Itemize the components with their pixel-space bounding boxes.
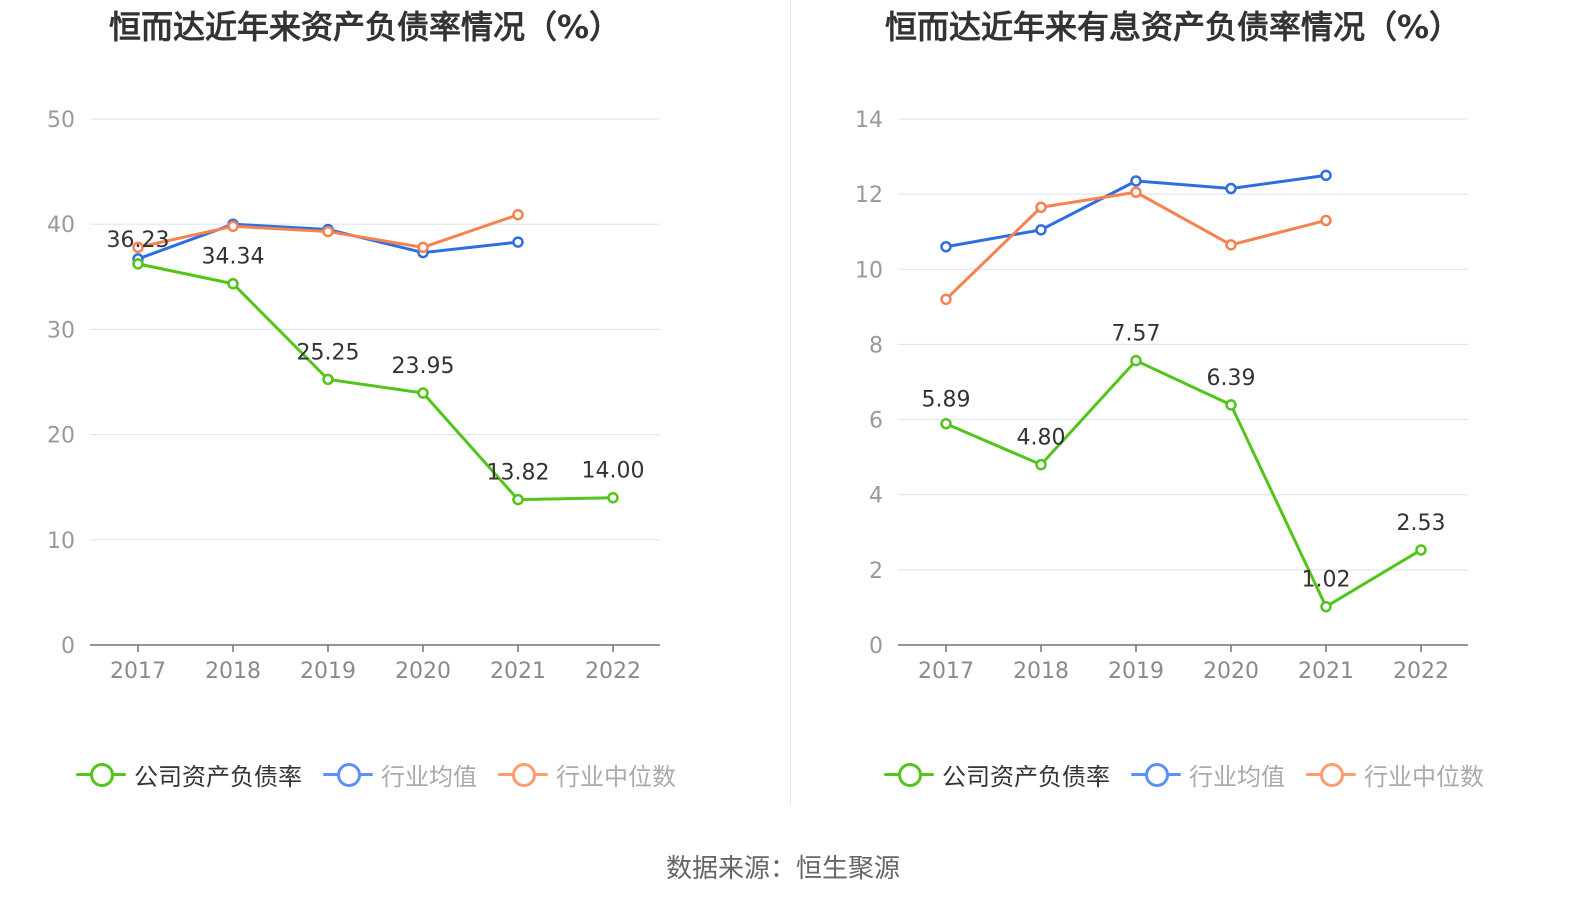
chart-panel-asset-liability: 恒而达近年来资产负债率情况（%） 0 10 20 30 40 50 2017 2018 2019…	[0, 0, 790, 810]
series-line	[944, 190, 1327, 301]
legend-label: 公司资产负债率	[134, 762, 302, 791]
legend-marker-icon	[323, 756, 373, 792]
y-tick-label: 50	[47, 108, 75, 133]
legend-marker-icon	[1131, 756, 1181, 792]
data-point	[1130, 354, 1142, 367]
x-tick-label: 2018	[1013, 659, 1069, 684]
y-tick-label: 10	[47, 529, 75, 554]
data-label: 23.95	[392, 354, 455, 379]
x-tick-label: 2020	[395, 659, 451, 684]
legend-marker-icon	[1306, 756, 1356, 792]
legend-label: 行业均值	[381, 762, 477, 791]
legend-item[interactable]: 行业中位数	[1306, 756, 1484, 792]
y-tick-label: 4	[869, 484, 883, 509]
x-tick-label: 2021	[1298, 659, 1354, 684]
data-point	[417, 387, 429, 399]
x-tick-label: 2021	[490, 659, 546, 684]
data-point	[1130, 175, 1142, 187]
data-point	[1320, 169, 1332, 182]
data-point	[417, 241, 429, 254]
data-label: 34.34	[202, 245, 265, 270]
data-point	[1035, 201, 1047, 214]
chart-title: 恒而达近年来资产负债率情况（%）	[108, 8, 622, 46]
data-source-note: 数据来源：恒生聚源	[665, 854, 900, 884]
data-point	[1035, 458, 1047, 471]
data-label: 2.53	[1397, 511, 1446, 536]
legend-label: 行业均值	[1189, 762, 1285, 791]
data-point	[1320, 600, 1332, 613]
legend-item[interactable]: 行业均值	[1131, 756, 1285, 792]
data-label: 7.57	[1112, 322, 1161, 347]
y-tick-label: 30	[47, 318, 75, 343]
y-tick-label: 6	[869, 409, 883, 434]
y-tick-label: 8	[869, 333, 883, 358]
data-point	[512, 236, 524, 248]
data-point	[322, 373, 334, 386]
data-point	[1225, 182, 1237, 195]
y-tick-label: 12	[855, 183, 883, 208]
data-label: 1.02	[1302, 568, 1351, 593]
series-line	[945, 359, 1422, 609]
series-line	[137, 262, 614, 502]
data-point	[322, 225, 334, 238]
data-point	[132, 258, 144, 270]
x-tick-label: 2017	[110, 659, 166, 684]
chart-title: 恒而达近年来有息资产负债率情况（%）	[884, 8, 1462, 46]
y-tick-label: 20	[47, 424, 75, 449]
x-tick-label: 2020	[1203, 659, 1259, 684]
legend-item[interactable]: 行业中位数	[498, 756, 676, 792]
y-tick-label: 10	[855, 258, 883, 283]
y-tick-label: 0	[869, 634, 883, 659]
data-point	[227, 220, 239, 233]
data-label: 36.23	[107, 228, 170, 253]
x-tick-label: 2017	[918, 659, 974, 684]
chart-legend: 公司资产负债率 行业均值 行业中位数	[0, 756, 760, 792]
data-point	[1415, 544, 1427, 556]
x-tick-label: 2022	[1393, 659, 1449, 684]
data-point	[607, 491, 619, 504]
data-point	[227, 277, 239, 290]
legend-marker-icon	[884, 756, 934, 792]
legend-marker-icon	[498, 756, 548, 792]
y-tick-label: 40	[47, 213, 75, 238]
legend-item[interactable]: 公司资产负债率	[884, 756, 1110, 792]
y-tick-label: 2	[869, 559, 883, 584]
y-tick-label: 0	[61, 634, 75, 659]
y-tick-label: 14	[855, 108, 883, 133]
data-point	[1035, 224, 1047, 236]
legend-label: 行业中位数	[1364, 762, 1484, 791]
data-label: 25.25	[297, 340, 360, 365]
data-point	[1320, 214, 1332, 227]
x-tick-label: 2022	[585, 659, 641, 684]
data-label: 14.00	[582, 459, 645, 484]
data-point	[512, 208, 524, 221]
data-point	[132, 241, 144, 254]
data-label: 13.82	[487, 461, 550, 486]
data-point	[940, 293, 952, 306]
data-point	[940, 417, 952, 430]
chart-legend: 公司资产负债率 行业均值 行业中位数	[808, 756, 1568, 792]
chart-plot-area: 0 2 4 6 8 10 12 14 2017 2018 2019 2020 2021 2022 5.89 4…	[855, 108, 1468, 684]
data-point	[1225, 399, 1237, 411]
data-point	[1130, 186, 1142, 199]
legend-item[interactable]: 公司资产负债率	[76, 756, 302, 792]
legend-label: 行业中位数	[556, 762, 676, 791]
data-point	[1225, 239, 1237, 251]
data-point	[940, 240, 952, 253]
data-label: 4.80	[1017, 426, 1066, 451]
data-label: 6.39	[1207, 366, 1256, 391]
panel-divider	[790, 0, 791, 805]
x-tick-label: 2019	[1108, 659, 1164, 684]
x-tick-label: 2018	[205, 659, 261, 684]
legend-label: 公司资产负债率	[942, 762, 1110, 791]
legend-item[interactable]: 行业均值	[323, 756, 477, 792]
legend-marker-icon	[76, 756, 126, 792]
data-label: 5.89	[922, 388, 971, 413]
chart-panel-interest-bearing: 恒而达近年来有息资产负债率情况（%） 0 2 4 6 8 10 12 14 2017 2018 20…	[808, 0, 1590, 810]
chart-plot-area: 0 10 20 30 40 50 2017 2018 2019 2020 2021 2022 36.23…	[47, 108, 660, 684]
x-tick-label: 2019	[300, 659, 356, 684]
data-point	[512, 493, 524, 506]
